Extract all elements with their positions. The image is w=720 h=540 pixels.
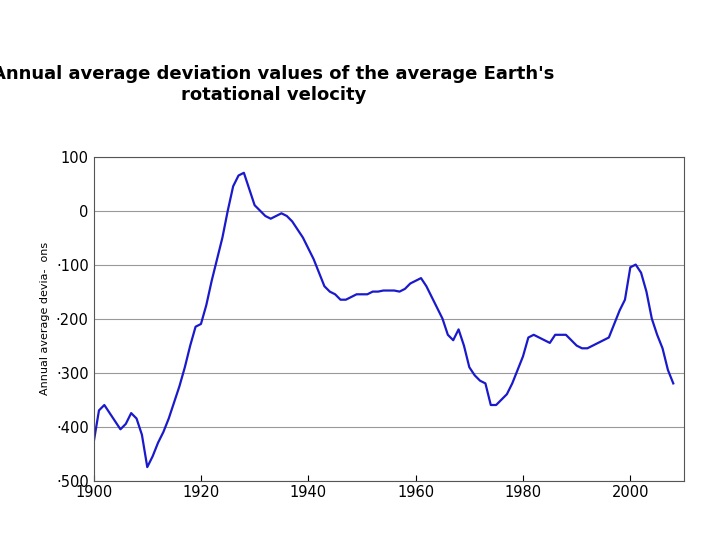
Y-axis label: Annual average devia-  ons: Annual average devia- ons (40, 242, 50, 395)
Text: Annual average deviation values of the average Earth's
rotational velocity: Annual average deviation values of the a… (0, 65, 555, 104)
